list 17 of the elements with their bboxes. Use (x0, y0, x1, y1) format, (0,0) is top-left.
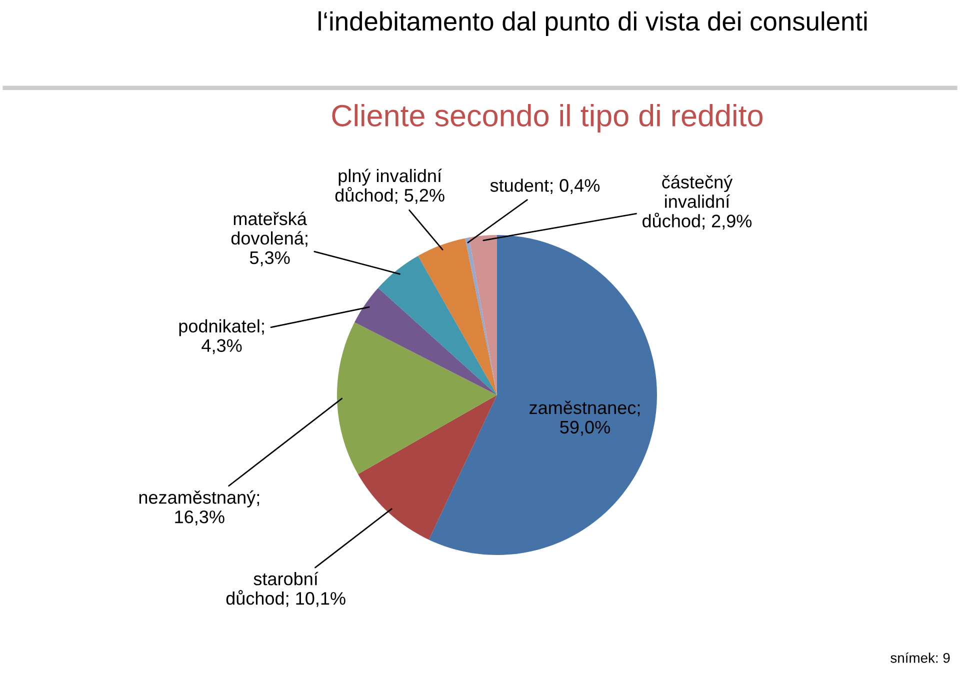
slice-label: nezaměstnaný; 16,3% (139, 490, 260, 526)
slice-label: mateřská dovolená; 5,3% (231, 212, 308, 266)
pie-slice (337, 322, 497, 474)
text: snímek: 9 (890, 652, 950, 663)
slice-label: podnikatel; 4,3% (179, 319, 264, 354)
pie-slice (358, 395, 497, 540)
pie-slice (354, 288, 497, 395)
pie-slice (418, 238, 497, 395)
slice-label: částečný invalidní důchod; 2,9% (642, 175, 752, 230)
slice-label: student; 0,4% (490, 178, 600, 194)
pie-slice (428, 235, 657, 555)
chart-title: l‘indebitamento dal punto di vista dei consulenti (318, 11, 867, 36)
chart-subtitle: Cliente secondo il tipo di reddito (332, 104, 762, 133)
pie-slice (378, 256, 497, 395)
slice-label: plný invalidní důchod; 5,2% (335, 168, 444, 204)
slice-label: starobní důchod; 10,1% (226, 572, 346, 607)
slice-label: zaměstnanec; 59,0% (530, 400, 640, 436)
